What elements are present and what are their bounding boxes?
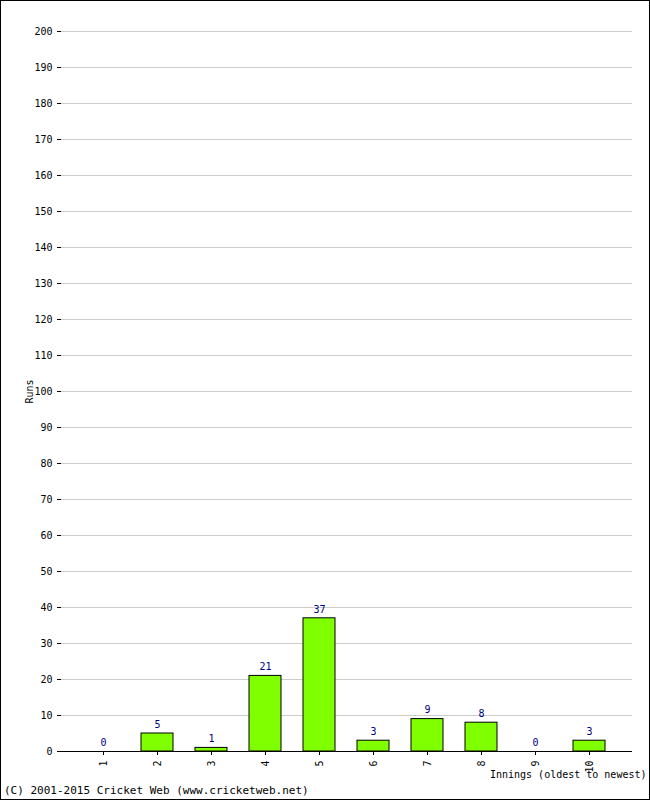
svg-text:50: 50 [40, 566, 52, 577]
svg-text:60: 60 [40, 530, 52, 541]
svg-text:70: 70 [40, 494, 52, 505]
svg-text:20: 20 [40, 674, 52, 685]
svg-text:190: 190 [34, 62, 52, 73]
svg-text:170: 170 [34, 134, 52, 145]
svg-text:120: 120 [34, 314, 52, 325]
svg-text:140: 140 [34, 242, 52, 253]
svg-text:8: 8 [476, 761, 487, 767]
svg-text:0: 0 [46, 746, 52, 757]
svg-text:40: 40 [40, 602, 52, 613]
svg-text:8: 8 [478, 708, 484, 719]
svg-text:4: 4 [260, 761, 271, 767]
svg-text:21: 21 [259, 661, 271, 672]
svg-text:3: 3 [370, 726, 376, 737]
svg-text:10: 10 [40, 710, 52, 721]
svg-text:1: 1 [98, 761, 109, 767]
svg-text:110: 110 [34, 350, 52, 361]
svg-text:7: 7 [422, 761, 433, 767]
svg-text:Innings (oldest to newest): Innings (oldest to newest) [490, 769, 647, 780]
svg-text:80: 80 [40, 458, 52, 469]
svg-text:100: 100 [34, 386, 52, 397]
svg-text:0: 0 [532, 737, 538, 748]
svg-text:5: 5 [314, 761, 325, 767]
svg-text:130: 130 [34, 278, 52, 289]
svg-text:200: 200 [34, 26, 52, 37]
svg-text:2: 2 [152, 761, 163, 767]
svg-text:150: 150 [34, 206, 52, 217]
svg-text:1: 1 [208, 733, 214, 744]
svg-text:9: 9 [424, 704, 430, 715]
svg-text:90: 90 [40, 422, 52, 433]
svg-text:5: 5 [154, 719, 160, 730]
svg-text:3: 3 [586, 726, 592, 737]
svg-text:9: 9 [530, 761, 541, 767]
svg-text:10: 10 [583, 760, 595, 773]
svg-text:30: 30 [40, 638, 52, 649]
svg-text:3: 3 [206, 761, 217, 767]
svg-text:37: 37 [313, 604, 325, 615]
svg-text:0: 0 [100, 737, 106, 748]
svg-text:Runs: Runs [24, 379, 35, 403]
svg-text:160: 160 [34, 170, 52, 181]
html-text:(C) 2001-2015 Cricket Web (www: (C) 2001-2015 Cricket Web (www.cricketwe… [4, 784, 309, 797]
svg-text:6: 6 [368, 761, 379, 767]
svg-text:180: 180 [34, 98, 52, 109]
